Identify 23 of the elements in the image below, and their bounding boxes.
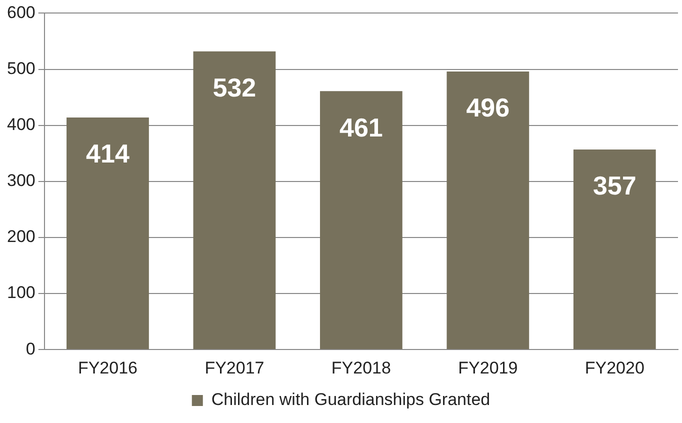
bar <box>573 149 656 350</box>
data-label: 357 <box>592 170 636 201</box>
y-tick-label: 300 <box>6 171 36 190</box>
y-tick-label: 0 <box>26 339 36 358</box>
bar <box>66 117 149 350</box>
bar <box>193 51 276 350</box>
y-tick-label: 500 <box>6 58 36 78</box>
x-tick-label: FY2020 <box>584 358 644 378</box>
data-label: 461 <box>339 112 383 142</box>
y-tick-label: 200 <box>6 227 36 246</box>
x-tick-label: FY2019 <box>458 358 518 378</box>
y-tick-label: 100 <box>6 283 36 302</box>
bar <box>446 72 530 350</box>
data-label: 414 <box>86 138 130 169</box>
legend-label: Children with Guardianships Granted <box>211 390 490 410</box>
x-tick-label: FY2017 <box>204 358 264 378</box>
data-label: 496 <box>466 92 510 123</box>
x-tick-label: FY2018 <box>331 358 391 378</box>
y-tick-label: 600 <box>6 2 36 22</box>
bar <box>320 91 402 350</box>
data-label: 532 <box>212 72 256 102</box>
y-tick-label: 400 <box>6 115 36 134</box>
x-tick-label: FY2016 <box>78 358 138 378</box>
